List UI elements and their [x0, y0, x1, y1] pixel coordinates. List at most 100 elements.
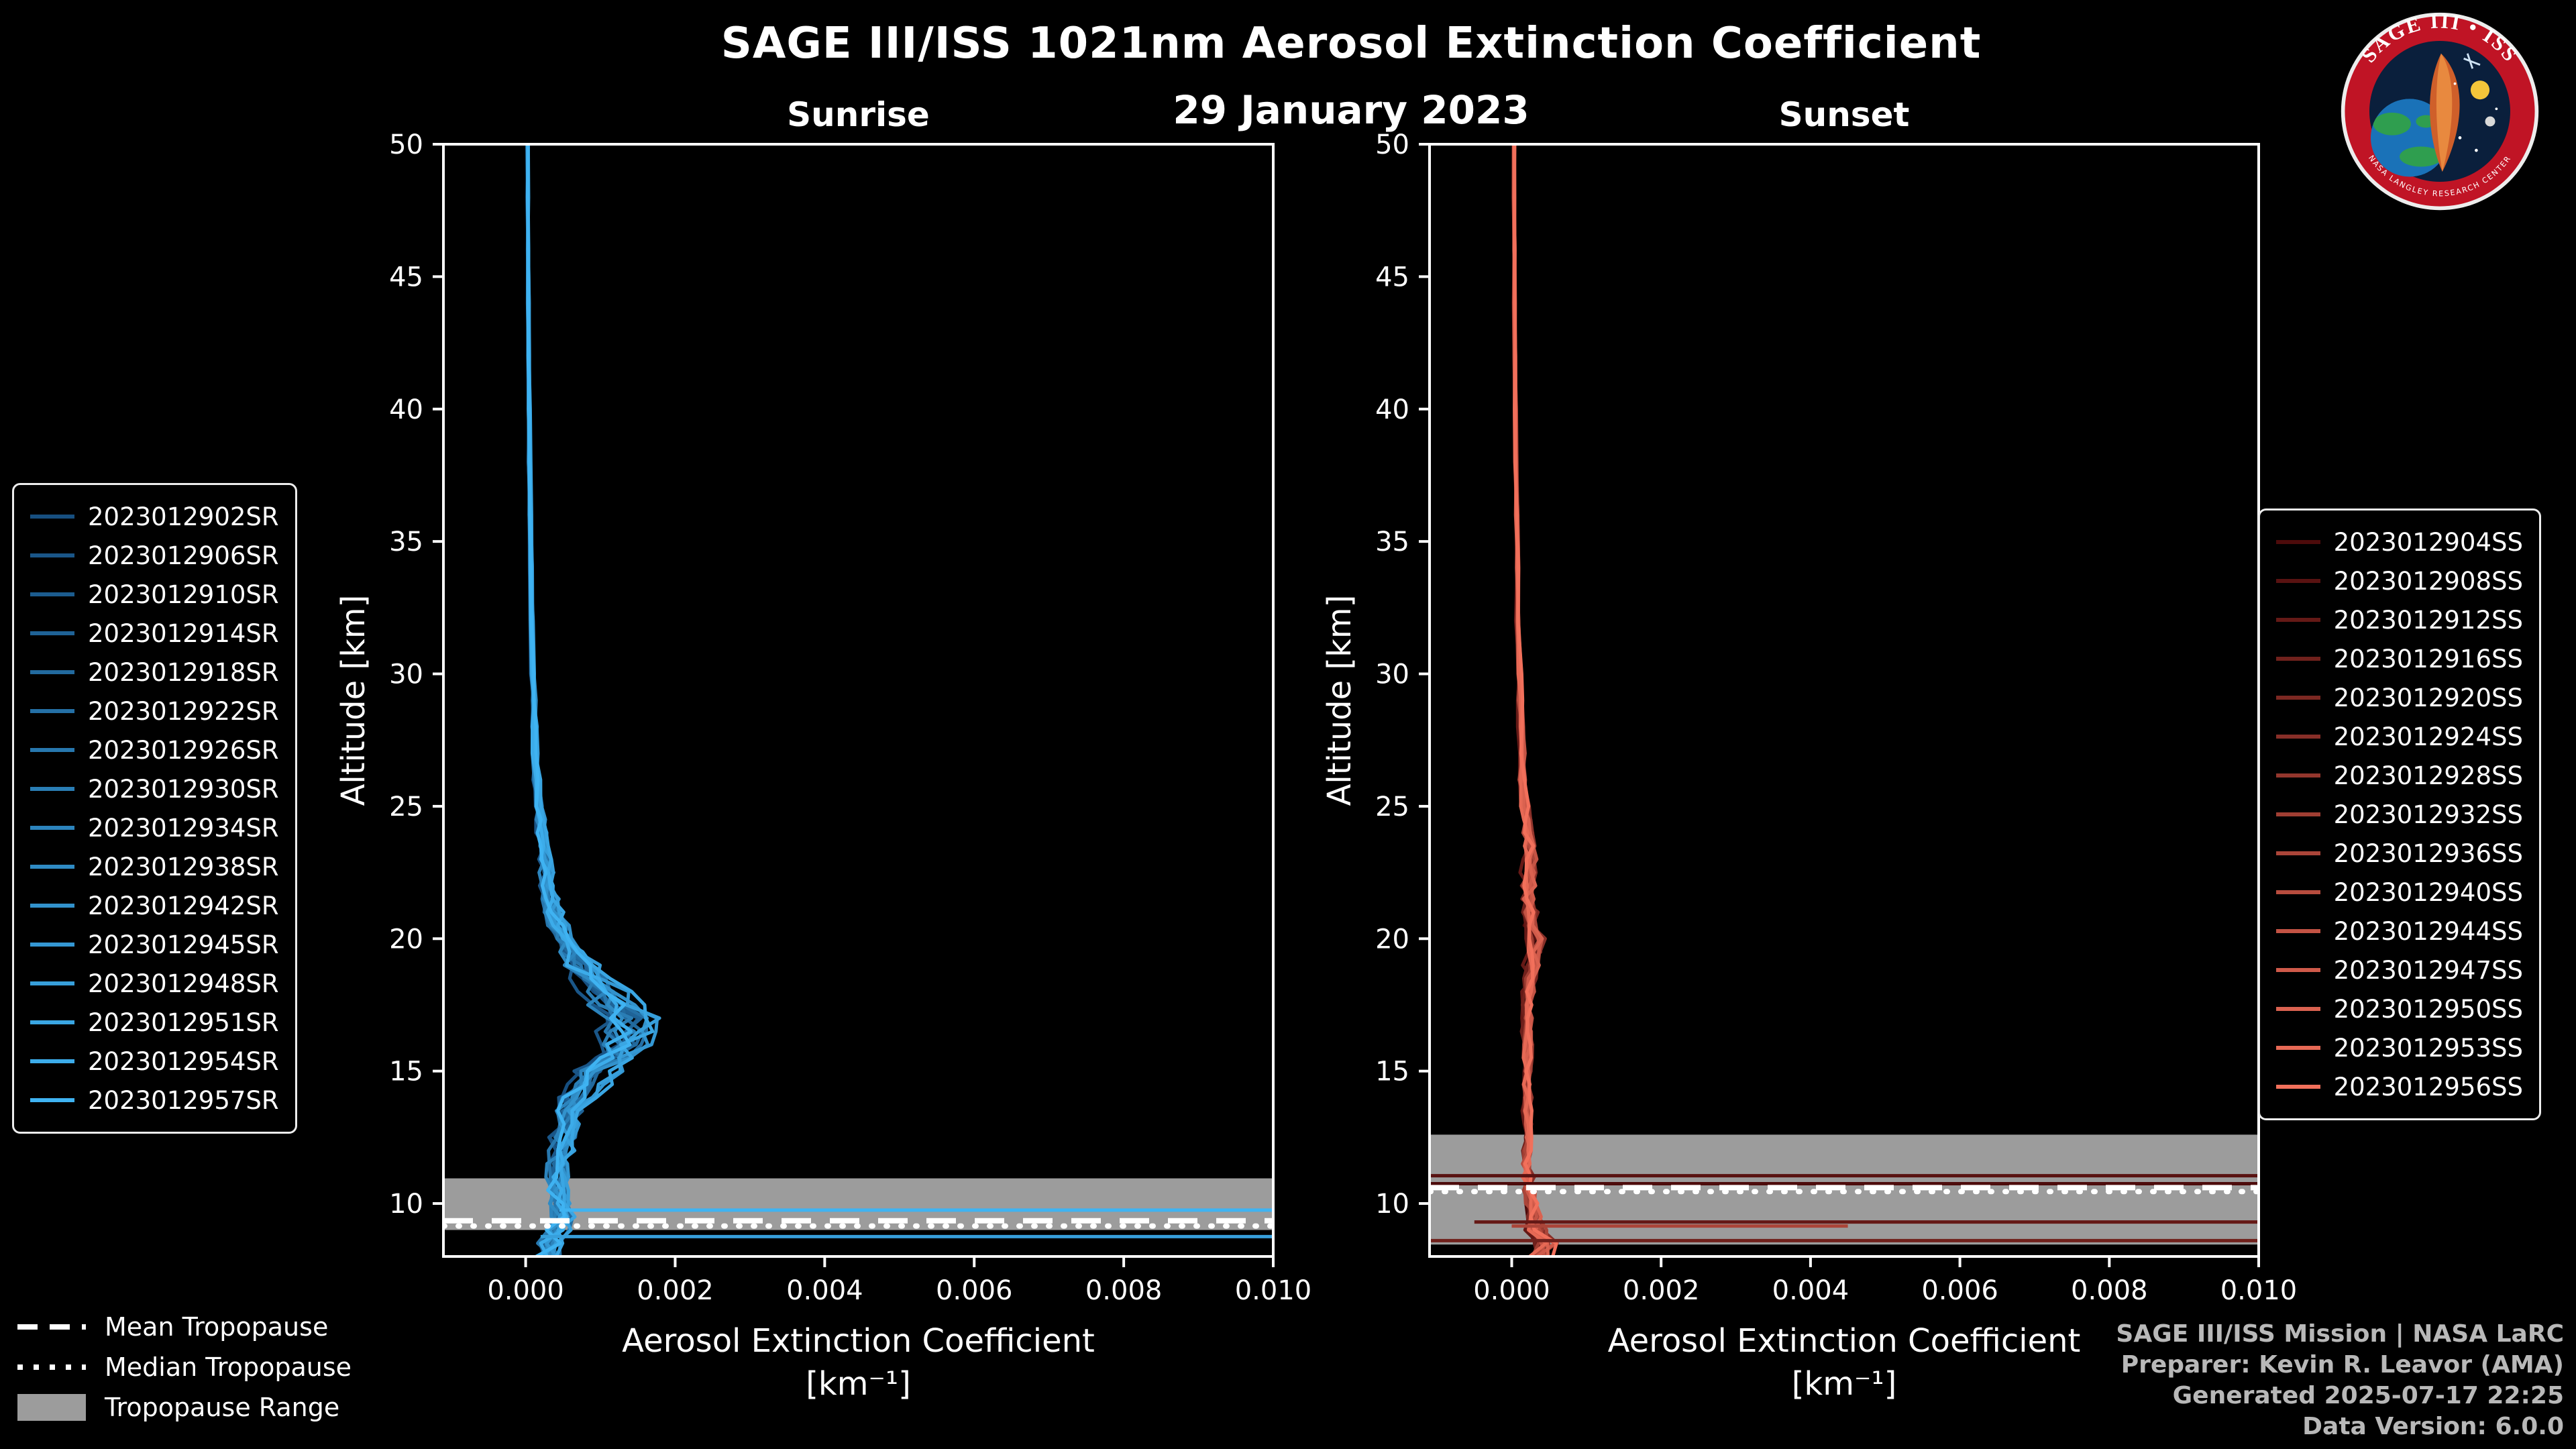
preparer-credit: Preparer: Kevin R. Leavor (AMA) [2121, 1351, 2564, 1379]
band-sample [17, 1394, 86, 1421]
legend-item: 2023012944SS [2275, 912, 2523, 951]
y-tick-label: 45 [389, 262, 423, 292]
sunset-panel-title: Sunset [1778, 95, 1910, 134]
series-label: 2023012950SS [2333, 994, 2523, 1024]
axes-spine [1428, 143, 2260, 1258]
tropopause-range-label: Tropopause Range [105, 1393, 340, 1422]
series-color-swatch [30, 1098, 74, 1102]
x-tick-label: 0.008 [1085, 1275, 1163, 1306]
legend-item: 2023012934SR [30, 808, 279, 847]
series-label: 2023012926SR [88, 735, 279, 765]
y-axis-label: Altitude [km] [335, 595, 372, 806]
series-label: 2023012957SR [88, 1085, 279, 1115]
series-color-swatch [30, 826, 74, 830]
legend-item: 2023012938SR [30, 847, 279, 886]
series-label: 2023012951SR [88, 1008, 279, 1037]
credits-block: SAGE III/ISS Mission | NASA LaRC Prepare… [2116, 1319, 2564, 1442]
y-tick-label: 25 [389, 792, 423, 822]
y-tick-label: 25 [1375, 792, 1409, 822]
x-tick-label: 0.000 [1473, 1275, 1550, 1306]
series-label: 2023012916SS [2333, 644, 2523, 674]
series-color-swatch [2275, 890, 2320, 894]
x-tick-label: 0.004 [1772, 1275, 1849, 1306]
series-label: 2023012928SS [2333, 761, 2523, 790]
series-color-swatch [30, 709, 74, 713]
x-axis-label: Aerosol Extinction Coefficient [1608, 1322, 2081, 1360]
x-tick-label: 0.008 [2071, 1275, 2148, 1306]
series-color-swatch [30, 670, 74, 674]
profile-line [526, 144, 632, 1256]
legend-item: 2023012932SS [2275, 795, 2523, 834]
series-label: 2023012922SR [88, 696, 279, 726]
series-label: 2023012956SS [2333, 1072, 2523, 1102]
dashed-line-sample [17, 1324, 86, 1330]
series-color-swatch [30, 515, 74, 519]
series-color-swatch [30, 631, 74, 635]
mean-tropopause-legend-item: Mean Tropopause [17, 1307, 352, 1347]
series-label: 2023012954SR [88, 1046, 279, 1076]
legend-item: 2023012910SR [30, 575, 279, 614]
legend-item: 2023012942SR [30, 886, 279, 925]
series-color-swatch [30, 553, 74, 557]
series-color-swatch [2275, 1046, 2320, 1050]
legend-item: 2023012928SS [2275, 756, 2523, 795]
profile-line [526, 144, 659, 1256]
series-label: 2023012947SS [2333, 955, 2523, 985]
legend-item: 2023012954SR [30, 1042, 279, 1081]
series-color-swatch [2275, 773, 2320, 777]
legend-item: 2023012920SS [2275, 678, 2523, 717]
legend-item: 2023012945SR [30, 925, 279, 964]
generated-timestamp: Generated 2025-07-17 22:25 [2172, 1382, 2564, 1409]
sunrise-plot-area [443, 144, 1273, 1256]
series-color-swatch [2275, 657, 2320, 661]
series-label: 2023012940SS [2333, 877, 2523, 907]
x-tick-label: 0.000 [487, 1275, 564, 1306]
series-color-swatch [2275, 929, 2320, 933]
series-color-swatch [2275, 1085, 2320, 1089]
series-color-swatch [30, 592, 74, 596]
legend-item: 2023012902SR [30, 497, 279, 536]
y-tick-label: 10 [1375, 1189, 1409, 1220]
y-axis-label: Altitude [km] [1321, 595, 1358, 806]
logo-iss [2463, 53, 2481, 69]
y-tick-label: 50 [389, 129, 423, 160]
legend-item: 2023012904SS [2275, 523, 2523, 561]
median-tropopause-legend-item: Median Tropopause [17, 1347, 352, 1387]
legend-item: 2023012950SS [2275, 989, 2523, 1028]
series-label: 2023012930SR [88, 774, 279, 804]
page-title: SAGE III/ISS 1021nm Aerosol Extinction C… [720, 19, 1982, 68]
legend-item: 2023012940SS [2275, 873, 2523, 912]
profile-line [526, 144, 649, 1256]
y-tick-label: 30 [1375, 659, 1409, 690]
legend-item: 2023012936SS [2275, 834, 2523, 873]
legend-item: 2023012916SS [2275, 639, 2523, 678]
series-color-swatch [30, 904, 74, 908]
tropopause-legend: Mean Tropopause Median Tropopause Tropop… [17, 1307, 352, 1428]
series-label: 2023012906SR [88, 541, 279, 570]
data-version: Data Version: 6.0.0 [2302, 1413, 2564, 1440]
series-color-swatch [2275, 1007, 2320, 1011]
x-axis-unit: [km⁻¹] [806, 1365, 911, 1403]
legend-item: 2023012908SS [2275, 561, 2523, 600]
date-subtitle: 29 January 2023 [1173, 87, 1529, 133]
legend-item: 2023012906SR [30, 536, 279, 575]
dotted-line-sample [17, 1364, 86, 1370]
series-color-swatch [30, 787, 74, 791]
series-label: 2023012904SS [2333, 527, 2523, 557]
series-color-swatch [2275, 812, 2320, 816]
legend-item: 2023012948SR [30, 964, 279, 1003]
mean-tropopause-label: Mean Tropopause [105, 1312, 329, 1342]
y-tick-label: 35 [389, 527, 423, 557]
y-tick-label: 40 [389, 394, 423, 425]
legend-item: 2023012914SR [30, 614, 279, 653]
x-tick-label: 0.002 [1623, 1275, 1700, 1306]
series-label: 2023012902SR [88, 502, 279, 531]
logo-moon [2485, 116, 2496, 127]
legend-item: 2023012947SS [2275, 951, 2523, 989]
y-tick-label: 10 [389, 1189, 423, 1220]
profile-line [525, 144, 616, 1256]
axes-spine [442, 143, 1275, 1258]
series-color-swatch [2275, 851, 2320, 855]
y-tick-label: 20 [389, 924, 423, 955]
